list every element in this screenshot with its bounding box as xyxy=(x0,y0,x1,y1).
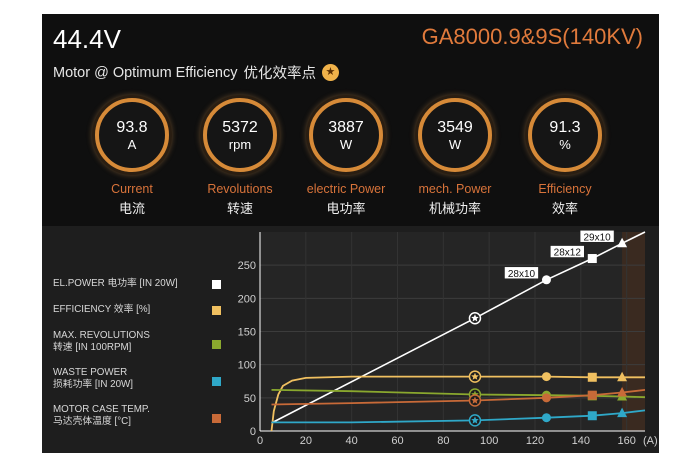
subtitle-en: Motor @ Optimum Efficiency xyxy=(53,64,238,81)
y-tick-label: 150 xyxy=(238,327,256,339)
gauge-value: 93.8 xyxy=(116,118,148,136)
annotation-label: 29x10 xyxy=(583,232,611,243)
marker-star xyxy=(471,372,479,380)
x-tick-label: 0 xyxy=(257,435,263,447)
gauge-unit: W xyxy=(339,136,353,152)
x-axis-label: (A) xyxy=(643,435,658,447)
gauge-ring: 91.3 % xyxy=(528,98,602,172)
star-icon: ★ xyxy=(321,64,339,81)
gauge-mech-power: 3549 W mech. Power 机械功率 xyxy=(400,98,510,217)
annotation-box xyxy=(549,245,585,258)
voltage-label: 44.4V xyxy=(53,24,121,54)
marker-star xyxy=(471,314,479,322)
legend-text: WASTE POWER xyxy=(53,367,128,378)
gauge-unit: % xyxy=(559,136,571,152)
legend-text-cn: 马达壳体温度 [°C] xyxy=(53,416,131,427)
x-tick-label: 80 xyxy=(437,435,449,447)
gauge-ring: 5372 rpm xyxy=(203,98,277,172)
legend-item-revolutions: MAX. REVOLUTIONS 转速 [IN 100RPM] xyxy=(53,330,221,354)
gauge-label-cn: 电流 xyxy=(118,202,145,217)
gauge-revolutions: 5372 rpm Revolutions 转速 xyxy=(185,98,295,217)
legend-item-case-temp: MOTOR CASE TEMP. 马达壳体温度 [°C] xyxy=(53,404,221,428)
gauge-current: 93.8 A Current 电流 xyxy=(77,98,187,217)
gauge-label-cn: 效率 xyxy=(551,202,578,217)
marker-star xyxy=(471,416,479,424)
legend-item-el-power: EL.POWER 电功率 [IN 20W] xyxy=(53,278,221,290)
gauge-value: 5372 xyxy=(222,118,258,136)
gauge-label: mech. Power xyxy=(418,182,492,196)
marker-circle xyxy=(541,393,551,403)
marker-square xyxy=(587,254,597,264)
legend-text-cn: 转速 [IN 100RPM] xyxy=(53,342,132,353)
marker-triangle xyxy=(617,371,628,382)
marker-star xyxy=(471,396,479,404)
legend-swatch xyxy=(212,414,221,423)
annotation-label: 28x12 xyxy=(554,248,582,259)
gauge-label-cn: 转速 xyxy=(226,202,253,217)
gauge-label-cn: 电功率 xyxy=(326,202,366,217)
subtitle-cn: 优化效率点 xyxy=(243,66,316,82)
x-tick-label: 100 xyxy=(480,435,498,447)
legend: EL.POWER 电功率 [IN 20W] EFFICIENCY 效率 [%] … xyxy=(42,226,230,453)
x-tick-label: 60 xyxy=(391,435,403,447)
y-tick-label: 200 xyxy=(238,293,256,305)
y-tick-label: 250 xyxy=(238,260,256,272)
x-tick-label: 140 xyxy=(572,435,590,447)
legend-text: MAX. REVOLUTIONS xyxy=(53,330,150,341)
legend-item-waste-power: WASTE POWER 损耗功率 [IN 20W] xyxy=(53,367,221,391)
series-line-0 xyxy=(271,231,646,424)
marker-triangle xyxy=(617,237,628,248)
gauge-label: Revolutions xyxy=(207,182,273,196)
gauge-label: electric Power xyxy=(306,182,386,196)
marker-circle xyxy=(541,413,551,423)
legend-swatch xyxy=(212,377,221,386)
y-tick-label: 0 xyxy=(250,426,256,438)
legend-text: EFFICIENCY 效率 [%] xyxy=(53,304,151,315)
marker-circle xyxy=(541,275,551,285)
gauge-efficiency: 91.3 % Efficiency 效率 xyxy=(510,98,620,217)
x-tick-label: 160 xyxy=(617,435,635,447)
x-tick-label: 20 xyxy=(300,435,312,447)
performance-chart: 0 50 100 150 200 250 0 20 40 60 80 100 120 140 160 (A) 2… xyxy=(238,229,658,447)
marker-triangle xyxy=(617,387,628,397)
marker-square xyxy=(587,372,597,382)
legend-swatch xyxy=(212,340,221,349)
annotation-box xyxy=(504,266,539,280)
gauge-unit: A xyxy=(127,136,137,152)
legend-swatch xyxy=(212,280,221,289)
legend-text: EL.POWER 电功率 [IN 20W] xyxy=(53,278,178,289)
legend-swatch xyxy=(212,306,221,315)
gauge-label: Efficiency xyxy=(538,182,592,196)
gauge-value: 3549 xyxy=(437,118,473,136)
gauge-label-cn: 机械功率 xyxy=(428,202,481,217)
subtitle: Motor @ Optimum Efficiency 优化效率点 ★ xyxy=(53,62,339,83)
gauge-electric-power: 3887 W electric Power 电功率 xyxy=(291,98,401,217)
gauge-label: Current xyxy=(111,182,153,196)
header-area: 44.4V GA8000.9&9S(140KV) Motor @ Optimum… xyxy=(42,14,659,226)
marker-square xyxy=(587,411,597,421)
annotation-label: 28x10 xyxy=(508,269,536,280)
gauge-ring: 3549 W xyxy=(418,98,492,172)
gauge-value: 91.3 xyxy=(549,118,581,136)
gauge-value: 3887 xyxy=(328,118,364,136)
legend-text: MOTOR CASE TEMP. xyxy=(53,404,150,415)
marker-circle xyxy=(541,372,551,382)
annotation-box xyxy=(579,229,615,243)
x-tick-label: 120 xyxy=(526,435,544,447)
gauge-unit: W xyxy=(448,136,462,152)
gauge-ring: 3887 W xyxy=(309,98,383,172)
y-tick-label: 100 xyxy=(238,360,256,372)
marker-triangle xyxy=(617,407,628,418)
legend-item-efficiency: EFFICIENCY 效率 [%] xyxy=(53,304,221,316)
gauge-ring: 93.8 A xyxy=(95,98,169,172)
motor-panel: 44.4V GA8000.9&9S(140KV) Motor @ Optimum… xyxy=(42,14,659,453)
y-tick-label: 50 xyxy=(244,393,256,405)
x-tick-label: 40 xyxy=(346,435,358,447)
series-line-1 xyxy=(270,375,645,432)
legend-text-cn: 损耗功率 [IN 20W] xyxy=(53,379,134,390)
marker-square xyxy=(587,390,597,400)
gauge-unit: rpm xyxy=(228,136,252,152)
model-label: GA8000.9&9S(140KV) xyxy=(421,24,643,49)
